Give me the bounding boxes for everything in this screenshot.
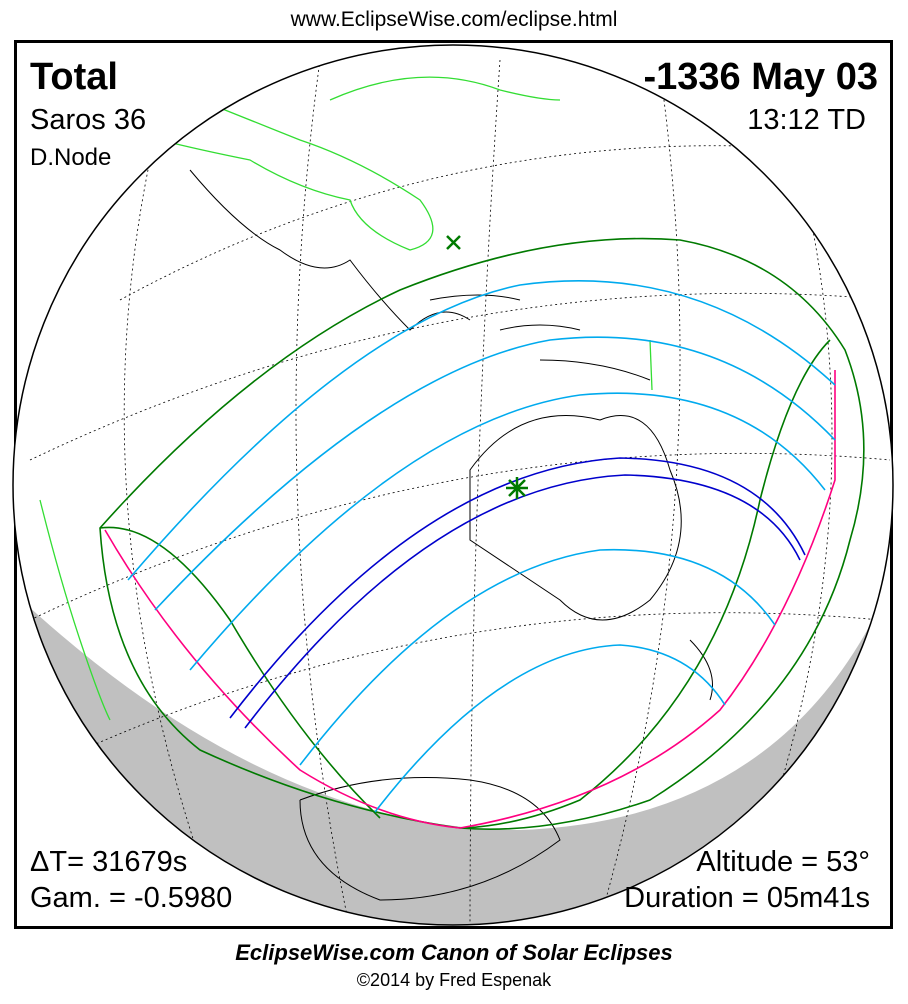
greatest-eclipse-star [506,477,528,499]
duration: Duration = 05m41s [624,882,870,914]
penumbra-inner-curve [99,526,381,819]
saros: Saros 36 [30,104,147,136]
header-url: www.EclipseWise.com/eclipse.html [290,8,618,31]
subsolar-x [446,235,461,250]
altitude: Altitude = 53° [696,846,870,878]
gamma: Gam. = -0.5980 [30,882,233,914]
node: D.Node [30,144,112,171]
graticule [29,59,891,925]
coastlines [189,169,713,901]
eclipse-time: 13:12 TD [747,104,866,136]
highlighted-coastlines [39,76,653,721]
central-path-limits [229,457,806,729]
delta-t: ΔT= 31679s [30,846,188,878]
footer-copyright: ©2014 by Fred Espenak [356,970,552,990]
eclipse-type: Total [30,56,118,98]
rise-set-curve [104,370,836,829]
penumbra-outer-limit [99,237,865,830]
magnitude-lines [127,280,836,813]
eclipse-date: -1336 May 03 [643,56,879,98]
penumbra-right-loop [464,339,831,829]
footer-title: EclipseWise.com Canon of Solar Eclipses [235,940,673,965]
globe [13,45,893,925]
